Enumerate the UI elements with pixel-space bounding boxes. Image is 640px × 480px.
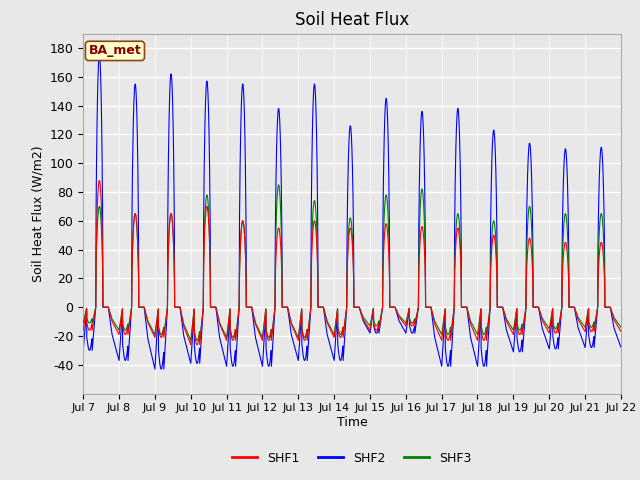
Y-axis label: Soil Heat Flux (W/m2): Soil Heat Flux (W/m2)	[31, 145, 44, 282]
Text: BA_met: BA_met	[88, 44, 141, 58]
Legend: SHF1, SHF2, SHF3: SHF1, SHF2, SHF3	[227, 447, 477, 469]
X-axis label: Time: Time	[337, 416, 367, 429]
Title: Soil Heat Flux: Soil Heat Flux	[295, 11, 409, 29]
